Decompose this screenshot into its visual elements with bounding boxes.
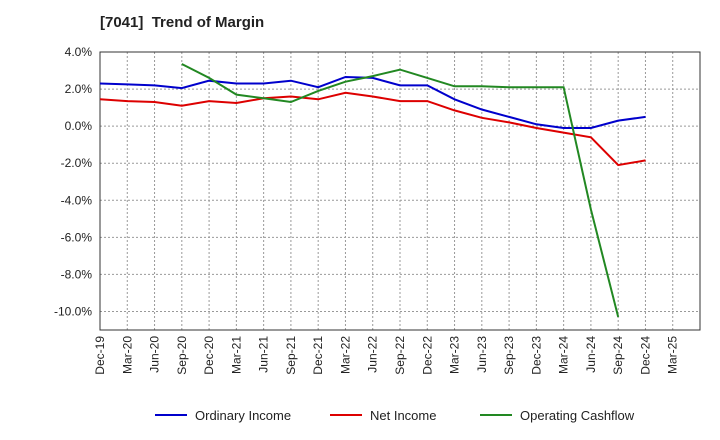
x-tick-label: Mar-24 — [557, 336, 571, 374]
x-tick-label: Sep-22 — [393, 336, 407, 375]
y-tick-label: -10.0% — [54, 304, 92, 318]
x-tick-label: Sep-20 — [175, 336, 189, 375]
x-tick-label: Sep-21 — [284, 336, 298, 375]
x-tick-label: Sep-23 — [502, 336, 516, 375]
series-line-0 — [99, 75, 646, 129]
x-tick-label: Dec-19 — [93, 336, 107, 375]
x-tick-label: Jun-21 — [257, 336, 271, 373]
series-lines — [99, 63, 646, 318]
y-tick-label: -2.0% — [61, 156, 93, 170]
x-tick-label: Mar-23 — [448, 336, 462, 374]
x-tick-label: Mar-25 — [666, 336, 680, 374]
legend-label: Ordinary Income — [195, 408, 291, 423]
x-tick-label: Dec-21 — [311, 336, 325, 375]
plot-frame — [99, 51, 701, 331]
axes — [99, 51, 701, 331]
x-tick-label: Jun-20 — [148, 336, 162, 373]
y-tick-label: -6.0% — [61, 230, 93, 244]
grid-lines — [99, 51, 701, 330]
series-line-2 — [181, 63, 620, 318]
y-tick-labels: 4.0% 2.0% 0.0% -2.0% -4.0% -6.0% -8.0% -10.0% — [54, 45, 92, 318]
legend: Ordinary Income Net Income Operating Cashf… — [155, 408, 635, 423]
x-tick-label: Sep-24 — [611, 336, 625, 375]
y-tick-label: -4.0% — [61, 193, 93, 207]
x-tick-label: Dec-23 — [529, 336, 543, 375]
y-tick-label: -8.0% — [61, 267, 93, 281]
series-line-1 — [99, 91, 646, 167]
x-tick-label: Mar-20 — [120, 336, 134, 374]
chart-title: [7041] Trend of Margin — [100, 14, 265, 31]
y-tick-label: 0.0% — [65, 119, 93, 133]
x-tick-label: Mar-21 — [229, 336, 243, 374]
x-tick-label: Jun-24 — [584, 336, 598, 373]
x-tick-label: Jun-22 — [366, 336, 380, 373]
x-tick-label: Jun-23 — [475, 336, 489, 373]
x-tick-labels: Dec-19 Mar-20 Jun-20 Sep-20 Dec-20 Mar-21 Jun-… — [93, 336, 680, 375]
x-tick-label: Mar-22 — [338, 336, 352, 374]
x-tick-label: Dec-24 — [638, 336, 652, 375]
legend-label: Operating Cashflow — [520, 408, 635, 423]
x-tick-label: Dec-20 — [202, 336, 216, 375]
y-tick-label: 2.0% — [65, 82, 93, 96]
x-tick-label: Dec-22 — [420, 336, 434, 375]
legend-label: Net Income — [370, 408, 436, 423]
y-tick-label: 4.0% — [65, 45, 93, 59]
